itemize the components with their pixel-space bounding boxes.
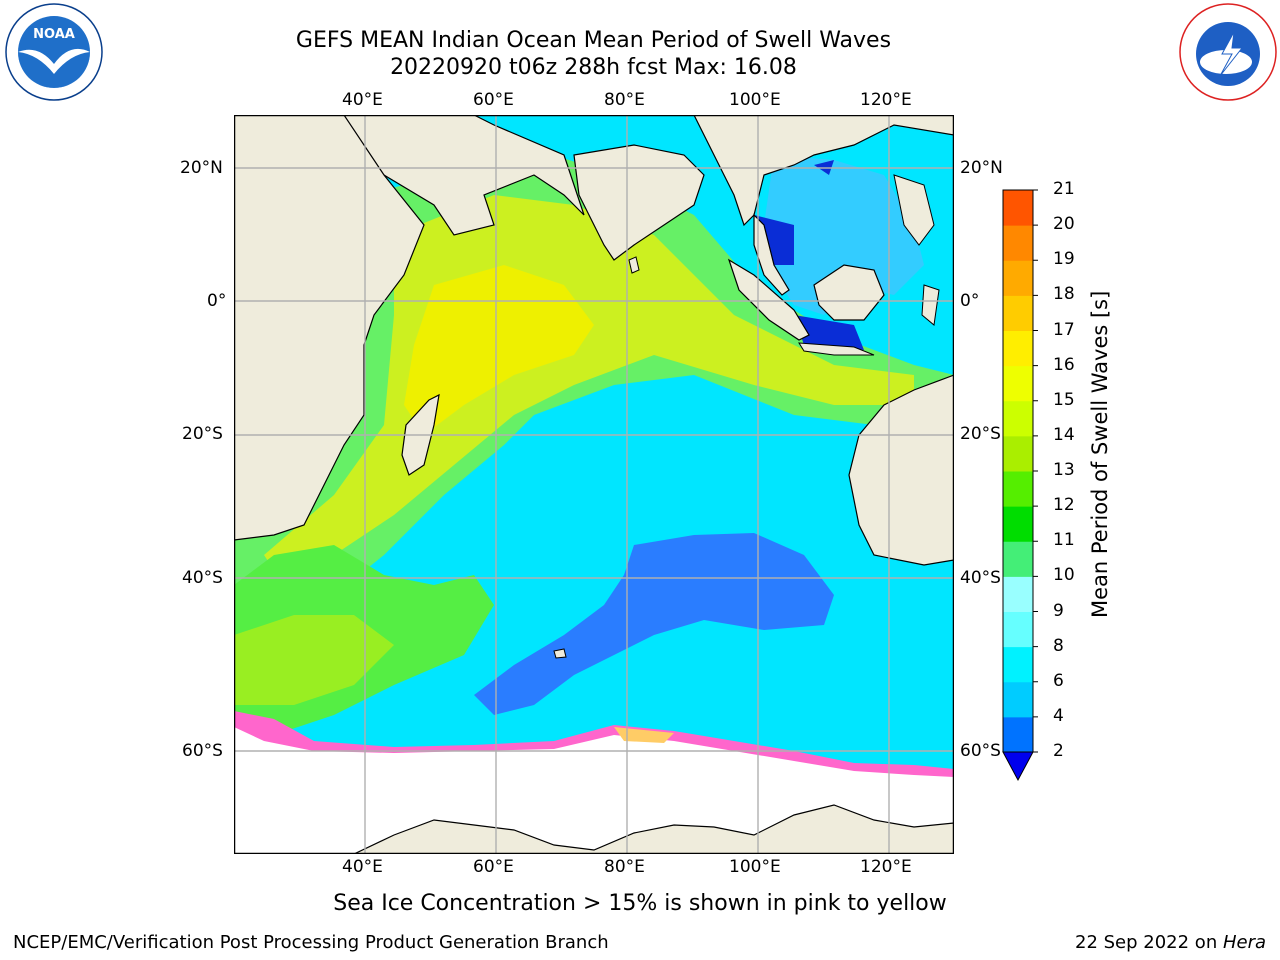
land-srilanka <box>628 256 640 274</box>
lat-label-right-20s: 20°S <box>960 424 1001 444</box>
lon-label-top-80e: 80°E <box>604 90 645 110</box>
lat-label-right-20n: 20°N <box>960 158 1003 178</box>
colorbar-segment <box>1003 576 1033 612</box>
colorbar-segment <box>1003 716 1033 753</box>
land-kerguelen <box>553 648 567 659</box>
lon-label-top-60e: 60°E <box>473 90 514 110</box>
colorbar-segment <box>1003 541 1033 577</box>
colorbar-tick-label: 13 <box>1053 460 1075 480</box>
land-sumatra <box>727 258 810 341</box>
land-antarctica <box>234 804 954 854</box>
colorbar-tick-label: 11 <box>1053 530 1075 551</box>
lat-label-left-40s: 40°S <box>182 568 223 588</box>
lat-label-left-0: 0° <box>207 291 227 311</box>
land-java <box>798 342 875 356</box>
land-philippines <box>893 174 935 246</box>
colorbar-segment <box>1003 295 1033 331</box>
footer-machine: Hera <box>1222 932 1266 953</box>
colorbar-segment <box>1003 225 1033 261</box>
colorbar-tick-label: 2 <box>1053 741 1064 761</box>
swell-field-lime-south <box>234 615 394 705</box>
lat-label-right-60s: 60°S <box>960 741 1001 761</box>
colorbar-tick-label: 6 <box>1053 670 1064 691</box>
sea-ice-note: Sea Ice Concentration > 15% is shown in … <box>333 891 947 916</box>
colorbar-segment <box>1003 471 1033 507</box>
lon-label-bottom-80e: 80°E <box>604 857 645 877</box>
colorbar-segment <box>1003 400 1033 437</box>
lon-label-bottom-60e: 60°E <box>473 857 514 877</box>
land-india <box>573 144 705 261</box>
land-malay <box>753 213 790 296</box>
colorbar-segment <box>1003 611 1033 648</box>
colorbar-tick-label: 4 <box>1053 705 1064 726</box>
colorbar-segment <box>1003 681 1033 718</box>
colorbar-segment <box>1003 435 1033 472</box>
sea-ice-interior <box>234 727 954 854</box>
ocean-map <box>234 115 954 854</box>
colorbar-tick-label: 19 <box>1053 249 1075 270</box>
map-frame <box>234 115 954 854</box>
lat-label-left-20s: 20°S <box>182 424 223 444</box>
graticule <box>234 115 954 854</box>
lat-label-right-40s: 40°S <box>960 568 1001 588</box>
svg-text:NOAA: NOAA <box>33 27 75 42</box>
colorbar-tick-label: 8 <box>1053 635 1064 656</box>
land-sulawesi <box>921 284 940 326</box>
colorbar-segment <box>1003 646 1033 683</box>
colorbar-tick-label: 16 <box>1053 354 1075 375</box>
swell-field-yellow <box>404 265 594 435</box>
map-subtitle: 20220920 t06z 288h fcst Max: 16.08 <box>390 55 797 80</box>
colorbar-tick-label: 10 <box>1053 565 1075 586</box>
sea-ice-yellow <box>614 727 674 743</box>
lat-label-left-60s: 60°S <box>182 741 223 761</box>
lon-label-bottom-40e: 40°E <box>342 857 383 877</box>
lat-label-right-0: 0° <box>960 291 980 311</box>
colorbar-tick-label: 17 <box>1053 319 1075 340</box>
colorbar-tick-label: 15 <box>1053 389 1075 410</box>
land-australia <box>848 374 954 566</box>
lat-label-left-20n: 20°N <box>180 158 223 178</box>
land-seasia <box>693 115 954 227</box>
swell-field-darkblue-2 <box>794 315 864 350</box>
land-africa <box>234 115 425 541</box>
colorbar-segment <box>1003 365 1033 402</box>
lon-label-top-40e: 40°E <box>342 90 383 110</box>
colorbar-extend-arrow <box>1002 751 1034 782</box>
lon-label-bottom-100e: 100°E <box>729 857 781 877</box>
footer-date-text: 22 Sep 2022 on <box>1075 932 1223 953</box>
footer-credit: NCEP/EMC/Verification Post Processing Pr… <box>13 932 609 953</box>
colorbar-tick-label: 18 <box>1053 284 1075 305</box>
colorbar-segment <box>1003 190 1033 226</box>
colorbar-segment <box>1003 330 1033 367</box>
lon-label-bottom-120e: 120°E <box>860 857 912 877</box>
lon-label-top-120e: 120°E <box>860 90 912 110</box>
colorbar-segment <box>1003 260 1033 296</box>
swell-field-yellowgreen <box>264 195 914 585</box>
colorbar-tick-label: 20 <box>1053 214 1075 235</box>
colorbar-tick-label: 21 <box>1053 179 1075 199</box>
nws-logo <box>1179 3 1277 101</box>
map-title: GEFS MEAN Indian Ocean Mean Period of Sw… <box>295 28 892 53</box>
colorbar-tick-label: 12 <box>1053 495 1075 516</box>
colorbar-segment <box>1003 506 1033 542</box>
land-borneo <box>813 264 885 321</box>
lon-label-top-100e: 100°E <box>729 90 781 110</box>
noaa-logo: NOAA <box>5 3 103 101</box>
footer-date: 22 Sep 2022 on Hera <box>1075 932 1266 953</box>
colorbar <box>1002 189 1038 782</box>
colorbar-tick-label: 9 <box>1053 600 1064 621</box>
colorbar-label: Mean Period of Swell Waves [s] <box>1088 290 1112 618</box>
swell-field-bay <box>764 155 924 315</box>
colorbar-tick-label: 14 <box>1053 424 1075 445</box>
